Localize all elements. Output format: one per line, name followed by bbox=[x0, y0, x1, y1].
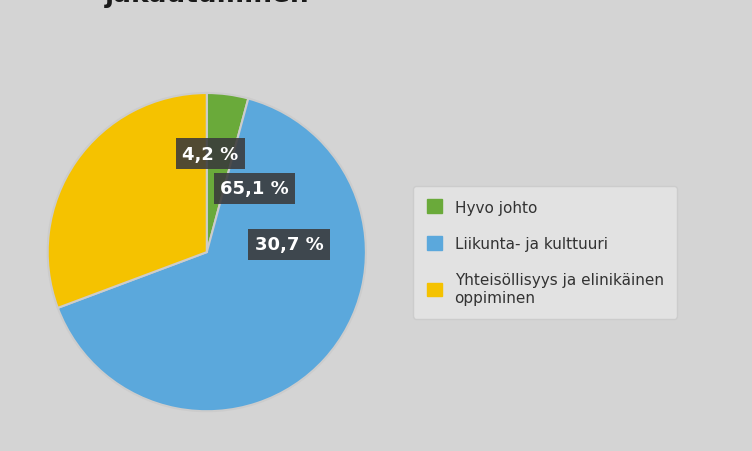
Wedge shape bbox=[207, 94, 248, 253]
Text: 4,2 %: 4,2 % bbox=[182, 145, 238, 163]
Wedge shape bbox=[58, 99, 366, 411]
Text: 65,1 %: 65,1 % bbox=[220, 180, 289, 198]
Title: 17,6 miljoonan euron toimintakulujen
jakautuminen: 17,6 miljoonan euron toimintakulujen jak… bbox=[0, 0, 487, 8]
Wedge shape bbox=[47, 94, 207, 308]
Legend: Hyvo johto, Liikunta- ja kulttuuri, Yhteisöllisyys ja elinikäinen
oppiminen: Hyvo johto, Liikunta- ja kulttuuri, Yhte… bbox=[414, 186, 678, 319]
Text: 30,7 %: 30,7 % bbox=[255, 236, 323, 254]
